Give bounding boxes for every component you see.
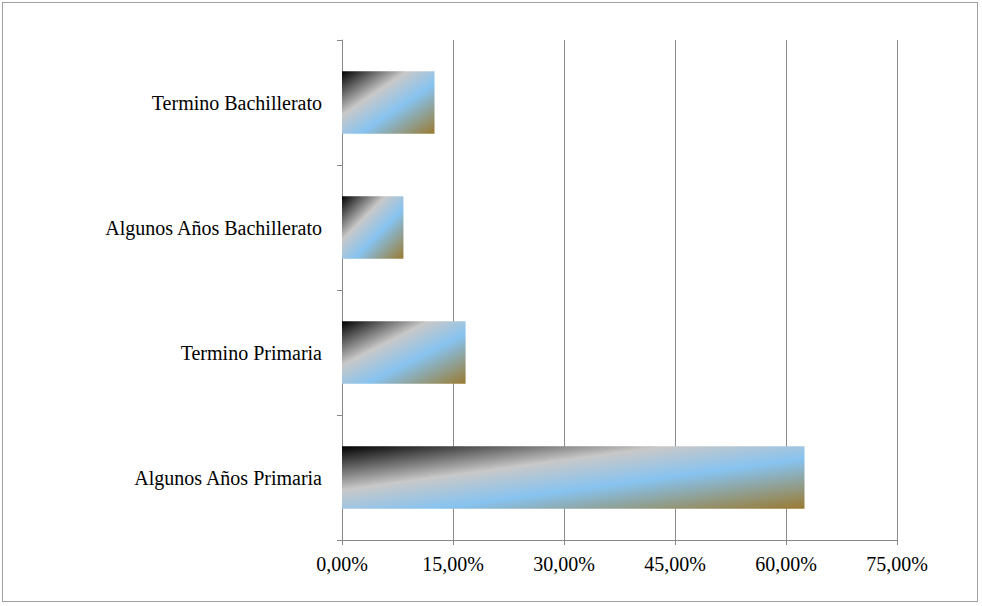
svg-text:60,00%: 60,00% bbox=[755, 553, 817, 575]
svg-text:75,00%: 75,00% bbox=[866, 553, 928, 575]
svg-text:Algunos Años Bachillerato: Algunos Años Bachillerato bbox=[105, 217, 322, 240]
svg-text:0,00%: 0,00% bbox=[316, 553, 368, 575]
svg-text:Algunos Años Primaria: Algunos Años Primaria bbox=[134, 467, 322, 490]
svg-text:15,00%: 15,00% bbox=[422, 553, 484, 575]
svg-text:45,00%: 45,00% bbox=[644, 553, 706, 575]
svg-text:Termino Bachillerato: Termino Bachillerato bbox=[152, 92, 322, 114]
svg-text:30,00%: 30,00% bbox=[533, 553, 595, 575]
svg-text:Termino Primaria: Termino Primaria bbox=[181, 342, 322, 364]
